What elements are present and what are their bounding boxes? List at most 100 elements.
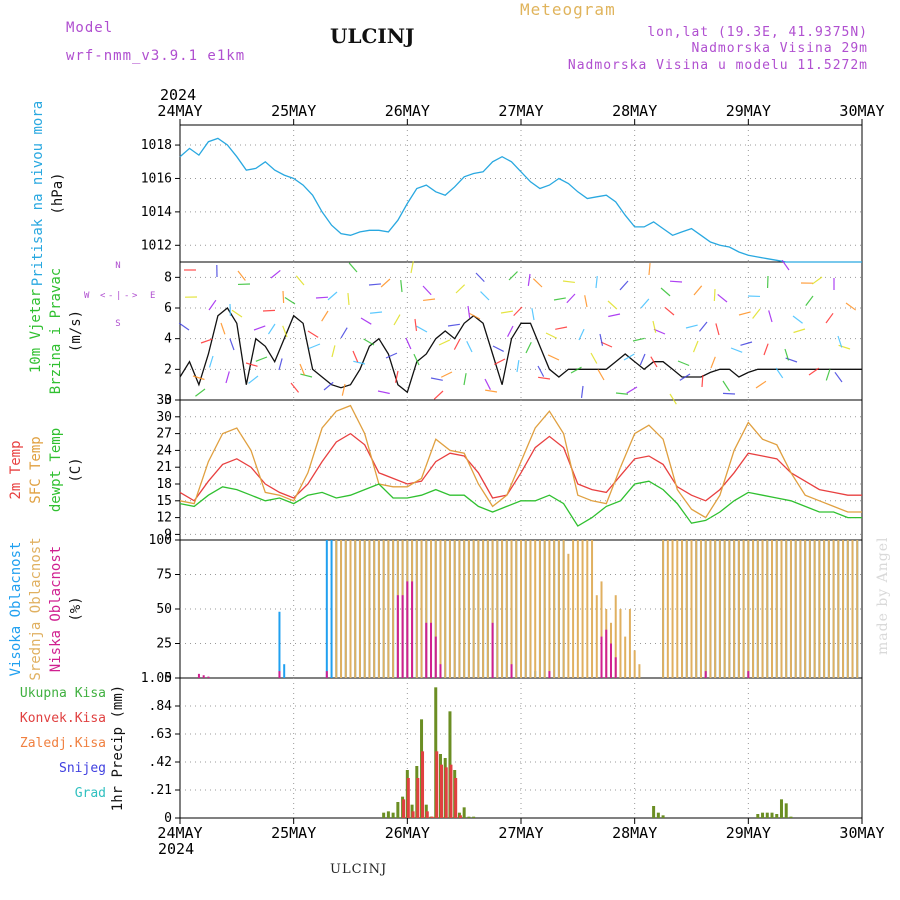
clouds-bar bbox=[789, 540, 792, 678]
wind-barb bbox=[270, 269, 281, 279]
x-bottom-label: 27MAY bbox=[498, 824, 543, 842]
clouds-bar bbox=[358, 540, 361, 678]
clouds-bar bbox=[572, 540, 575, 678]
wind-barb bbox=[566, 293, 576, 304]
temperature-ytick-label: 30 bbox=[156, 410, 172, 425]
wind-barb bbox=[660, 287, 671, 297]
clouds-bar bbox=[283, 664, 286, 678]
clouds-bar bbox=[430, 622, 433, 678]
wind-barb bbox=[195, 388, 206, 397]
clouds-bar bbox=[638, 664, 641, 678]
wind-barb bbox=[377, 390, 390, 395]
x-bottom-label: 30MAY bbox=[839, 824, 884, 842]
wind-barb bbox=[570, 366, 582, 374]
clouds-bar bbox=[804, 540, 807, 678]
wind-barb bbox=[340, 327, 348, 339]
clouds-bar bbox=[742, 540, 745, 678]
wind-barb bbox=[545, 332, 558, 339]
clouds-bar bbox=[505, 540, 508, 678]
clouds-bar bbox=[761, 540, 764, 678]
precip-bar bbox=[439, 764, 443, 818]
wind-barb bbox=[220, 322, 226, 335]
clouds-bar bbox=[600, 581, 603, 678]
clouds-bar bbox=[671, 540, 674, 678]
coordinates: lon,lat (19.3E, 41.9375N) bbox=[647, 25, 868, 40]
pressure-ytick-label: 1012 bbox=[141, 238, 172, 253]
clouds-bar bbox=[543, 540, 546, 678]
wind-barb bbox=[547, 354, 560, 361]
wind-barb bbox=[722, 380, 731, 392]
wind-barb bbox=[299, 363, 306, 376]
compass-arrow-right: > bbox=[132, 291, 138, 301]
clouds-bar bbox=[723, 540, 726, 678]
wind-barb bbox=[370, 311, 383, 314]
clouds-bar bbox=[676, 540, 679, 678]
wind-barb bbox=[284, 296, 296, 305]
wind-barb bbox=[192, 375, 205, 381]
x-top-label: 30MAY bbox=[839, 102, 884, 120]
clouds-bar bbox=[434, 540, 437, 678]
elevation: Nadmorska Visina 29m bbox=[691, 41, 868, 56]
clouds-bar bbox=[704, 540, 707, 678]
clouds-bar bbox=[368, 540, 371, 678]
clouds-bar bbox=[704, 671, 707, 678]
wind-barb bbox=[752, 308, 761, 319]
wind-barb bbox=[455, 284, 466, 294]
clouds-bar bbox=[382, 540, 385, 678]
clouds-bar bbox=[344, 540, 347, 678]
wind-barb bbox=[430, 377, 443, 381]
precip-ytick-label: .42 bbox=[149, 755, 172, 770]
wind-barb bbox=[768, 310, 773, 323]
clouds-bar bbox=[581, 540, 584, 678]
precip-legend-item: Ukupna Kisa bbox=[20, 686, 106, 701]
wind-barb bbox=[685, 324, 698, 329]
wind-barb bbox=[492, 345, 504, 352]
precip-bar bbox=[472, 816, 476, 818]
clouds-bar bbox=[586, 540, 589, 678]
wind-barb bbox=[669, 393, 677, 405]
wind-barb bbox=[784, 348, 790, 361]
wind-barb bbox=[433, 390, 444, 400]
wind-barb bbox=[650, 356, 658, 368]
clouds-bar bbox=[690, 540, 693, 678]
precip-bar bbox=[396, 802, 400, 818]
precip-bar bbox=[462, 807, 466, 818]
wind-barb bbox=[282, 325, 288, 338]
precip-bar bbox=[458, 815, 462, 818]
wind-ytick-label: 8 bbox=[164, 270, 172, 285]
wind-barb bbox=[393, 314, 401, 326]
clouds-bar bbox=[633, 650, 636, 678]
clouds-ytick-label: 50 bbox=[156, 602, 172, 617]
precip-bar bbox=[779, 799, 783, 818]
wind-barb bbox=[308, 343, 321, 350]
wind-barb bbox=[781, 259, 790, 271]
wind-barb bbox=[475, 272, 485, 283]
wind-barb bbox=[508, 271, 518, 281]
clouds-bar bbox=[501, 540, 504, 678]
precip-bar bbox=[430, 816, 434, 818]
clouds-bar bbox=[534, 540, 537, 678]
clouds-bar bbox=[600, 636, 603, 678]
wind-barb bbox=[701, 374, 704, 388]
wind-barb bbox=[679, 373, 691, 381]
wind-barb bbox=[740, 341, 753, 346]
clouds-bar bbox=[752, 540, 755, 678]
clouds-bar bbox=[411, 581, 414, 678]
wind-barb bbox=[838, 344, 851, 350]
compass-arrow-left: < bbox=[100, 291, 106, 301]
clouds-bar bbox=[842, 540, 845, 678]
wind-barb bbox=[178, 322, 190, 331]
wind-barb bbox=[584, 295, 588, 308]
wind-barb bbox=[385, 352, 398, 359]
wind-barb bbox=[653, 328, 666, 335]
clouds-bar bbox=[387, 540, 390, 678]
clouds-bar bbox=[335, 540, 338, 678]
precip-bar bbox=[416, 778, 420, 818]
x-bottom-label: 28MAY bbox=[612, 824, 657, 842]
wind-barb bbox=[484, 378, 491, 390]
precip-legend-item: Snijeg bbox=[59, 761, 106, 776]
x-bottom-label: 29MAY bbox=[726, 824, 771, 842]
clouds-bar bbox=[538, 540, 541, 678]
precip-ytick-label: 1.05 bbox=[141, 671, 172, 686]
clouds-bar bbox=[827, 540, 830, 678]
